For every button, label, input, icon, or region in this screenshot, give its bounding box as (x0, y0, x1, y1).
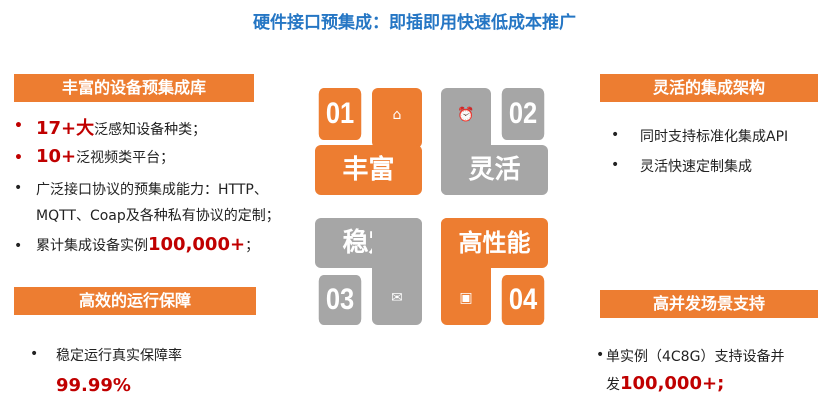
bullet: • (611, 157, 620, 173)
highlight: 10+ (36, 146, 77, 167)
tile-number: 04 (501, 275, 545, 325)
list-item-continued: 发100,000+; (606, 373, 724, 394)
bullet: • (611, 127, 620, 143)
list-item: 同时支持标准化集成API (640, 129, 789, 145)
list-item: 10+泛视频类平台； (36, 146, 174, 167)
list-item: 广泛接口协议的预集成能力：HTTP、 (36, 182, 268, 198)
item-text: 发 (606, 377, 620, 393)
tile-word: 丰富 (315, 145, 422, 195)
tile-number: 03 (318, 275, 362, 325)
bullet: • (596, 347, 605, 363)
tile-word: 高性能 (441, 218, 548, 268)
list-item: 稳定运行真实保障率 (56, 348, 182, 364)
list-item: 灵活快速定制集成 (640, 159, 752, 175)
highlight: 100,000+ (148, 234, 246, 255)
flexible-architecture-header: 灵活的集成架构 (600, 74, 818, 102)
uptime-value: 99.99% (56, 375, 131, 396)
highlight: 17+大 (36, 118, 95, 139)
item-text: 累计集成设备实例 (36, 238, 148, 254)
house-icon: ⌂ (372, 88, 422, 148)
rich-library-header: 丰富的设备预集成库 (14, 74, 254, 102)
high-concurrency-header: 高并发场景支持 (600, 290, 818, 318)
bullet: • (14, 118, 23, 134)
item-text: 泛视频类平台； (76, 150, 175, 166)
tile-word: 灵活 (441, 145, 548, 195)
list-item: 17+大泛感知设备种类； (36, 114, 206, 140)
slide-title: 硬件接口预集成：即插即用快速低成本推广 (253, 13, 576, 33)
item-text: ； (245, 238, 260, 254)
bullet: • (14, 238, 23, 254)
bullet: • (14, 150, 23, 166)
envelope-icon: ✉ (372, 218, 422, 325)
bullet: • (14, 180, 23, 196)
efficient-runtime-header: 高效的运行保障 (14, 287, 256, 315)
tile-number: 02 (501, 88, 545, 140)
list-item: 单实例（4C8G）支持设备并 (606, 349, 785, 365)
tile-number: 01 (318, 88, 362, 140)
list-item: 累计集成设备实例100,000+； (36, 234, 259, 255)
concurrency-value: 100,000+; (620, 373, 725, 394)
bullet: • (30, 346, 39, 362)
list-item-continued: MQTT、Coap及各种私有协议的定制； (36, 208, 280, 224)
item-text: 泛感知设备种类； (94, 122, 207, 138)
